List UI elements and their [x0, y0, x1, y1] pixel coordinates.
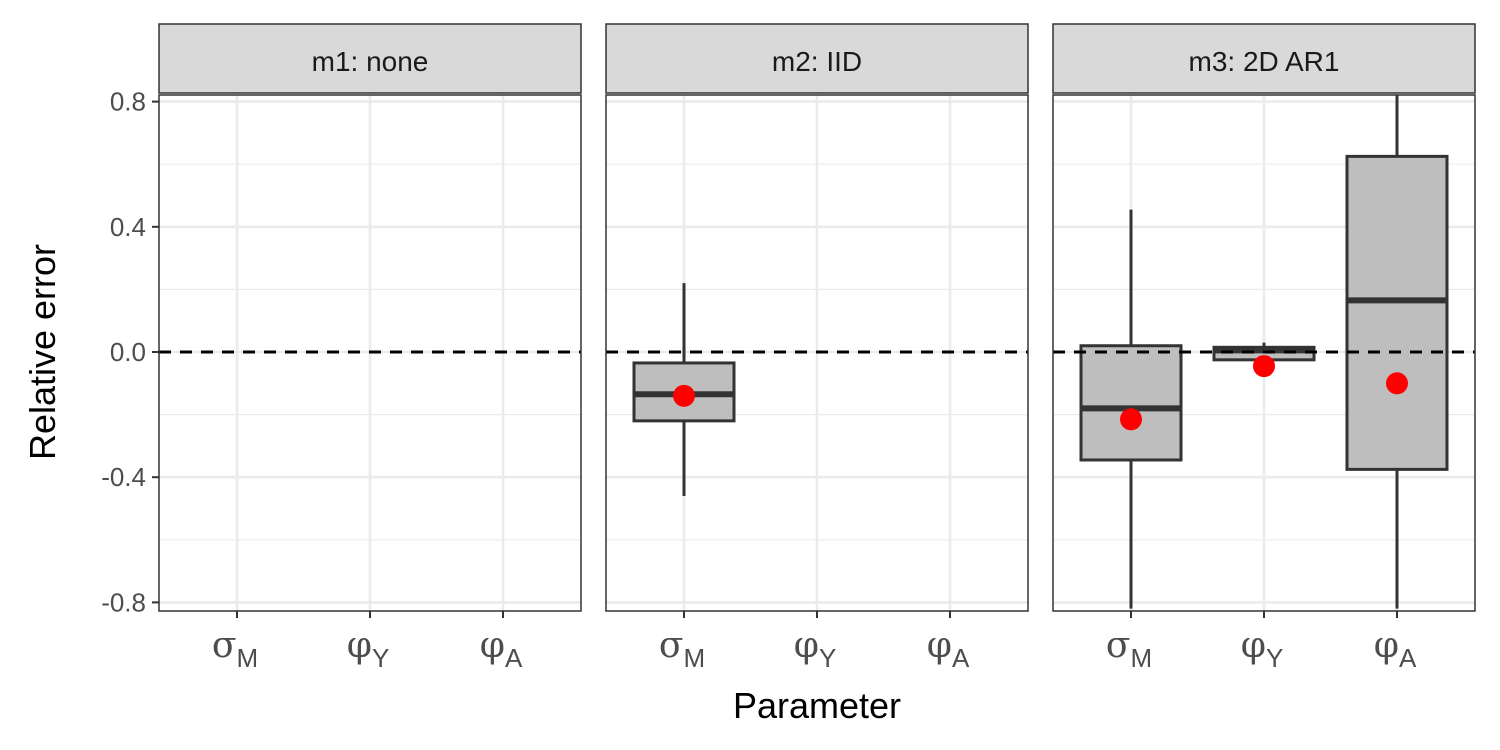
mean-point — [1386, 372, 1408, 395]
x-tick-symbol: σ — [659, 625, 684, 666]
box — [1345, 154, 1449, 471]
panel-data — [606, 283, 1028, 496]
strip-background — [158, 23, 582, 94]
strip-background — [1052, 23, 1476, 94]
x-tick-symbol: φ — [1374, 625, 1399, 666]
x-tick-symbol: φ — [1241, 625, 1266, 666]
y-tick-label: -0.4 — [101, 462, 146, 492]
panel-data — [1053, 95, 1475, 609]
x-tick-subscript: A — [505, 643, 523, 673]
strip-label: m1: none — [312, 46, 429, 77]
x-tick-subscript: Y — [1266, 643, 1283, 673]
x-tick-subscript: M — [236, 643, 258, 673]
x-tick-symbol: φ — [480, 625, 505, 666]
x-tick-label: φY — [347, 625, 390, 673]
y-axis: -0.8 -0.4 0.0 0.4 0.8 — [101, 87, 159, 617]
x-tick-label: φA — [927, 625, 970, 673]
x-tick-label: φY — [794, 625, 837, 673]
y-tick-label: 0.4 — [110, 212, 146, 242]
x-tick-label: σM — [212, 625, 258, 673]
x-tick-subscript: A — [1399, 643, 1417, 673]
mean-point — [1120, 408, 1142, 431]
x-tick-label: φA — [1374, 625, 1417, 673]
x-tick-symbol: σ — [1106, 625, 1131, 666]
mean-point — [1253, 355, 1275, 378]
y-axis-title: Relative error — [22, 244, 63, 460]
x-tick-subscript: Y — [372, 643, 389, 673]
x-tick-subscript: M — [1130, 643, 1152, 673]
x-tick-label: φA — [480, 625, 523, 673]
x-tick-symbol: φ — [794, 625, 819, 666]
x-tick-symbol: φ — [347, 625, 372, 666]
x-tick-subscript: Y — [819, 643, 836, 673]
x-axis-title: Parameter — [733, 685, 901, 726]
strip-label: m3: 2D AR1 — [1189, 46, 1340, 77]
box — [1079, 344, 1183, 462]
x-tick-label: φY — [1241, 625, 1284, 673]
y-tick-label: 0.0 — [110, 337, 146, 367]
x-tick-label: σM — [1106, 625, 1152, 673]
y-tick-label: -0.8 — [101, 587, 146, 617]
mean-point — [673, 384, 695, 407]
x-tick-label: σM — [659, 625, 705, 673]
x-tick-symbol: φ — [927, 625, 952, 666]
x-tick-subscript: M — [683, 643, 705, 673]
x-tick-subscript: A — [952, 643, 970, 673]
x-tick-symbol: σ — [212, 625, 237, 666]
strip-label: m2: IID — [772, 46, 862, 77]
y-tick-label: 0.8 — [110, 87, 146, 117]
strip-background — [605, 23, 1029, 94]
